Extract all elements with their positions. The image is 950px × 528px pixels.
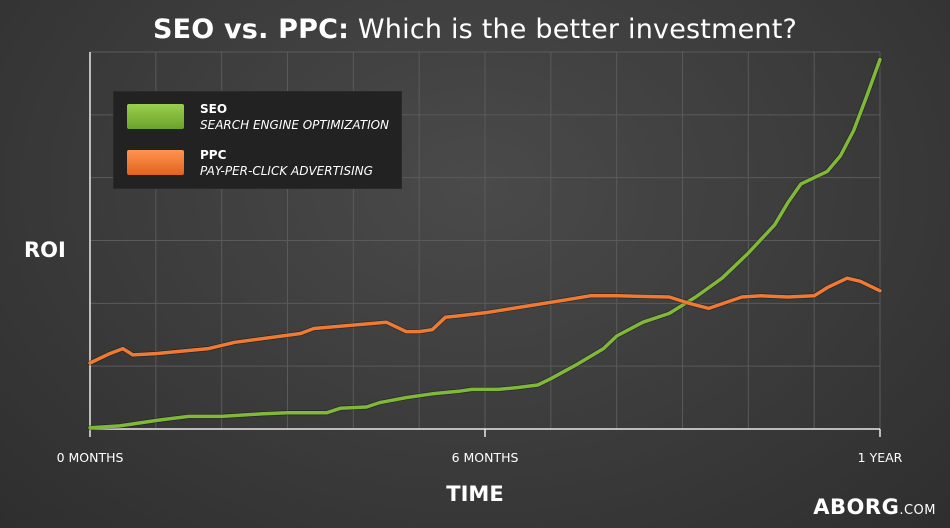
legend: SEO SEARCH ENGINE OPTIMIZATION PPC PAY-P… — [113, 91, 402, 189]
chart-title: SEO vs. PPC: Which is the better investm… — [0, 14, 950, 45]
x-tick-label-0: 0 MONTHS — [56, 450, 124, 465]
chart-title-bold: SEO vs. PPC: — [152, 14, 350, 45]
legend-swatch-ppc — [127, 150, 184, 175]
brand-logo: ABORG.COM — [813, 495, 936, 519]
legend-desc-seo: SEARCH ENGINE OPTIMIZATION — [200, 118, 390, 132]
x-tick-label-6: 6 MONTHS — [451, 450, 519, 465]
legend-name-seo: SEO — [200, 102, 228, 116]
legend-swatch-seo — [127, 104, 184, 129]
brand-logo-domain: .COM — [899, 503, 936, 518]
y-axis-label: ROI — [24, 238, 66, 262]
brand-logo-name: ABORG — [813, 495, 900, 519]
chart-title-rest: Which is the better investment? — [349, 14, 798, 45]
legend-desc-ppc: PAY-PER-CLICK ADVERTISING — [200, 164, 373, 178]
series-line-ppc — [88, 276, 882, 365]
x-tick-label-12: 1 YEAR — [857, 450, 903, 465]
series-line-seo — [88, 57, 882, 430]
legend-name-ppc: PPC — [200, 148, 227, 162]
x-axis-label: TIME — [446, 482, 504, 506]
